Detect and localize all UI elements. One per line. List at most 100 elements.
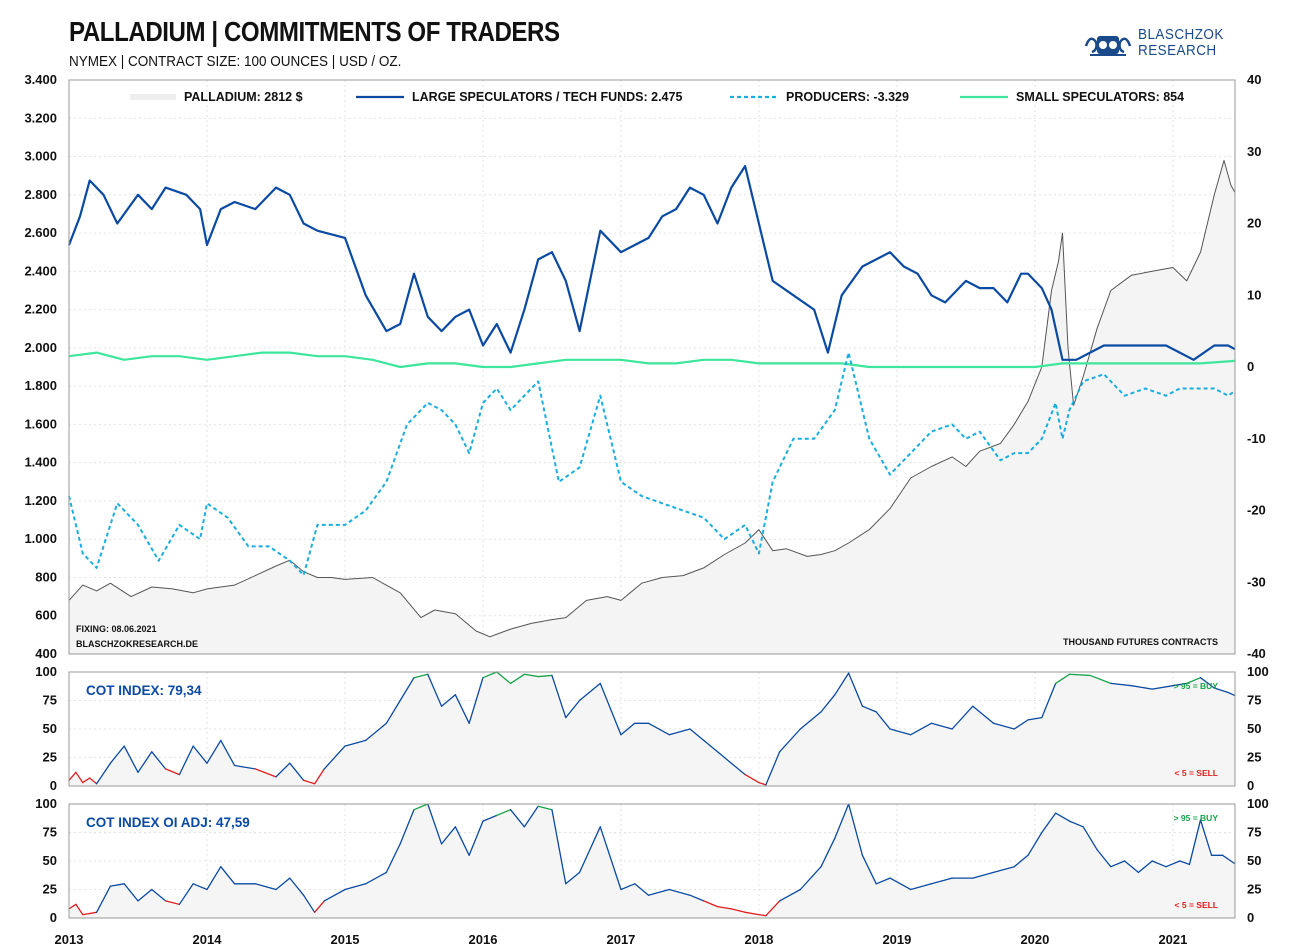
index-segment <box>951 705 974 730</box>
index-segment <box>765 900 781 917</box>
index-segment <box>206 739 222 764</box>
axis-labels: 2013 2014 2015 2016 2017 2018 2019 2020 20214006… <box>24 72 1265 947</box>
y-left-tick-label: 75 <box>43 693 57 708</box>
x-tick-label: 2020 <box>1020 932 1049 947</box>
index-segment <box>123 883 139 902</box>
y-left-tick-label: 50 <box>43 853 57 868</box>
index-segment <box>178 883 194 905</box>
y-left-tick-label: 25 <box>43 750 57 765</box>
index-segment <box>1221 854 1236 865</box>
index-segment <box>910 883 933 891</box>
index-label: COT INDEX OI ADJ: 47,59 <box>86 815 250 830</box>
index-segment <box>861 705 877 713</box>
index-label: COT INDEX: 79,34 <box>86 683 202 698</box>
index-segment <box>861 854 877 885</box>
index-segment <box>275 762 291 778</box>
index-segment <box>799 866 822 891</box>
index-segment <box>820 837 836 868</box>
index-segment <box>365 871 388 885</box>
index-segment <box>509 809 526 828</box>
chart-title: PALLADIUM | COMMITMENTS OF TRADERS <box>69 16 560 47</box>
y-left-tick-label: 600 <box>35 608 57 623</box>
index-segment <box>537 805 553 811</box>
price-area-fill <box>69 160 1235 654</box>
index-area-fill <box>69 672 1235 786</box>
index-segment <box>537 674 553 678</box>
index-segment <box>496 671 512 685</box>
index-segment <box>1188 819 1202 866</box>
index-segment <box>413 673 429 679</box>
index-segment <box>68 771 77 781</box>
index-segment <box>109 883 125 887</box>
index-segment <box>634 883 650 896</box>
index-segment <box>668 728 691 736</box>
index-segment <box>972 705 995 724</box>
index-segment <box>137 888 153 902</box>
legend-label-large: LARGE SPECULATORS / TECH FUNDS: 2.475 <box>412 90 682 104</box>
index-segment <box>344 883 367 891</box>
index-segment <box>413 803 429 811</box>
index-segment <box>123 745 139 773</box>
y-left-tick-label: 25 <box>43 882 57 897</box>
y-left-tick-label: 100 <box>35 664 57 679</box>
index-segment <box>992 722 1015 730</box>
legend: PALLADIUM: 2812 $ LARGE SPECULATORS / TEC… <box>130 90 1184 104</box>
series-line-small <box>68 351 1236 369</box>
index-segment <box>233 764 256 770</box>
index-segment <box>344 739 367 747</box>
y-right-tick-label: 100 <box>1247 664 1269 679</box>
index-segment <box>313 768 325 785</box>
index-segment <box>565 699 581 719</box>
x-tick-label: 2016 <box>469 932 498 947</box>
y-left-tick-label: 3.200 <box>24 110 57 125</box>
index-segment <box>730 762 746 776</box>
y-left-tick-label: 100 <box>35 796 57 811</box>
index-segment <box>820 694 836 713</box>
index-segment <box>482 814 498 822</box>
index-segment <box>468 677 484 724</box>
y-left-tick-label: 2.600 <box>24 225 57 240</box>
index-segment <box>385 843 401 874</box>
index-segment <box>799 711 822 730</box>
index-segment <box>847 672 864 707</box>
index-segment <box>1027 831 1043 856</box>
chart-notes: FIXING: 08.06.2021 BLASCHZOKRESEARCH.DE TH… <box>76 624 1218 649</box>
y-left-tick-label: 1.400 <box>24 455 57 470</box>
y-left-tick-label: 800 <box>35 569 57 584</box>
y-right-tick-label: 0 <box>1247 778 1254 793</box>
y-right-tick-label: 25 <box>1247 882 1261 897</box>
index-segment <box>972 871 995 879</box>
index-segment <box>1054 673 1071 685</box>
index-segment <box>620 883 636 891</box>
main-series-lines <box>67 159 1236 638</box>
chart-subtitle: NYMEX | CONTRACT SIZE: 100 OUNCES | USD … <box>69 53 402 70</box>
index-segment <box>323 888 346 902</box>
cot-index-oi-adj-panel: 0 0 25 25 50 50 75 75 100 100 COT INDEX OI ADJ: 47… <box>35 796 1268 925</box>
index-segment <box>151 888 167 902</box>
y-right-tick-label: 0 <box>1247 359 1254 374</box>
index-segment <box>302 779 316 785</box>
index-segment <box>275 877 291 891</box>
y-left-tick-label: 1.600 <box>24 416 57 431</box>
index-segment <box>1227 691 1236 697</box>
index-segment <box>1179 860 1191 866</box>
x-tick-label: 2019 <box>882 932 911 947</box>
index-segment <box>765 751 781 786</box>
logo-line1: BLASCHZOK <box>1138 26 1224 43</box>
index-segment <box>647 888 670 896</box>
index-segment <box>778 888 801 902</box>
x-tick-label: 2013 <box>55 932 84 947</box>
sell-threshold-label: < 5 = SELL <box>1175 768 1218 778</box>
fixing-note: FIXING: 08.06.2021 <box>76 624 157 634</box>
y-right-tick-label: 75 <box>1247 825 1261 840</box>
index-segment <box>254 883 277 891</box>
index-segment <box>365 722 388 742</box>
index-segment <box>523 673 539 678</box>
index-segment <box>1068 673 1091 677</box>
index-segment <box>95 762 112 785</box>
index-segment <box>1165 860 1181 868</box>
index-segment <box>1137 860 1153 874</box>
index-segment <box>1013 854 1029 868</box>
index-segment <box>1186 677 1202 685</box>
